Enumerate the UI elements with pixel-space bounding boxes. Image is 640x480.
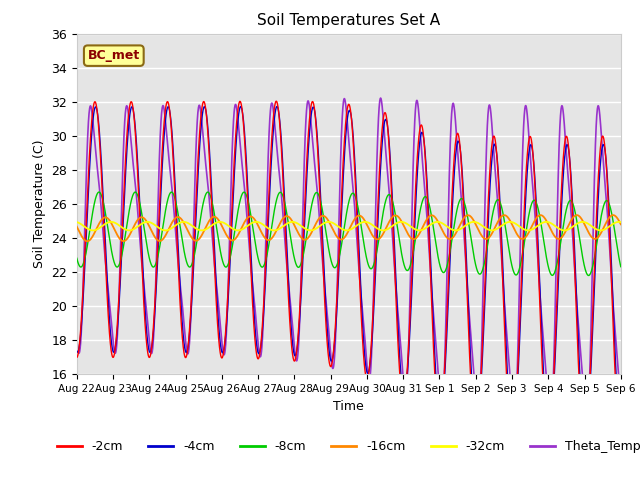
-8cm: [402, 266, 410, 272]
-2cm: [273, 98, 280, 104]
-16cm: [83, 239, 91, 244]
Text: BC_met: BC_met: [88, 49, 140, 62]
-16cm: [189, 237, 197, 242]
-16cm: [617, 221, 625, 227]
-2cm: [189, 256, 197, 262]
-8cm: [585, 273, 593, 278]
-32cm: [565, 226, 573, 232]
Line: -32cm: -32cm: [77, 222, 621, 230]
Theta_Temp: [412, 108, 419, 113]
-8cm: [225, 259, 233, 265]
-8cm: [95, 189, 103, 195]
-8cm: [565, 198, 573, 204]
-16cm: [617, 221, 625, 227]
Line: -16cm: -16cm: [77, 215, 621, 241]
-4cm: [412, 207, 419, 213]
-4cm: [225, 287, 232, 292]
-2cm: [402, 384, 410, 390]
-32cm: [189, 224, 197, 229]
-32cm: [402, 220, 410, 226]
Line: Theta_Temp: Theta_Temp: [77, 98, 621, 421]
-2cm: [73, 355, 81, 360]
Theta_Temp: [617, 403, 625, 408]
-16cm: [609, 212, 617, 218]
-32cm: [412, 227, 419, 232]
-4cm: [617, 430, 625, 436]
Theta_Temp: [583, 418, 591, 424]
-32cm: [579, 219, 586, 225]
Theta_Temp: [377, 95, 385, 101]
Title: Soil Temperatures Set A: Soil Temperatures Set A: [257, 13, 440, 28]
-4cm: [565, 152, 573, 157]
-4cm: [73, 348, 81, 354]
Legend: -2cm, -4cm, -8cm, -16cm, -32cm, Theta_Temp: -2cm, -4cm, -8cm, -16cm, -32cm, Theta_Te…: [52, 435, 640, 458]
-32cm: [597, 228, 605, 233]
-4cm: [617, 430, 625, 435]
-4cm: [273, 104, 281, 109]
Line: -4cm: -4cm: [77, 107, 621, 433]
X-axis label: Time: Time: [333, 400, 364, 413]
-16cm: [402, 227, 410, 233]
Theta_Temp: [189, 233, 197, 239]
-16cm: [412, 236, 419, 241]
Y-axis label: Soil Temperature (C): Soil Temperature (C): [33, 140, 45, 268]
-32cm: [617, 219, 625, 225]
-32cm: [225, 223, 232, 229]
-4cm: [581, 431, 589, 436]
-32cm: [617, 219, 625, 225]
-2cm: [617, 439, 625, 445]
-16cm: [565, 221, 573, 227]
Line: -8cm: -8cm: [77, 192, 621, 276]
-4cm: [402, 384, 410, 390]
-8cm: [412, 237, 419, 242]
-8cm: [73, 255, 81, 261]
Theta_Temp: [225, 265, 232, 271]
-8cm: [189, 256, 197, 262]
-32cm: [73, 219, 81, 225]
Line: -2cm: -2cm: [77, 101, 621, 442]
-2cm: [617, 439, 625, 445]
Theta_Temp: [565, 188, 573, 193]
-8cm: [617, 263, 625, 269]
-2cm: [565, 152, 573, 157]
-2cm: [225, 275, 232, 281]
-16cm: [225, 236, 233, 241]
Theta_Temp: [617, 401, 625, 407]
Theta_Temp: [73, 338, 81, 344]
Theta_Temp: [402, 391, 410, 397]
-4cm: [189, 269, 197, 275]
-8cm: [617, 264, 625, 270]
-2cm: [412, 189, 419, 195]
-16cm: [73, 224, 81, 229]
